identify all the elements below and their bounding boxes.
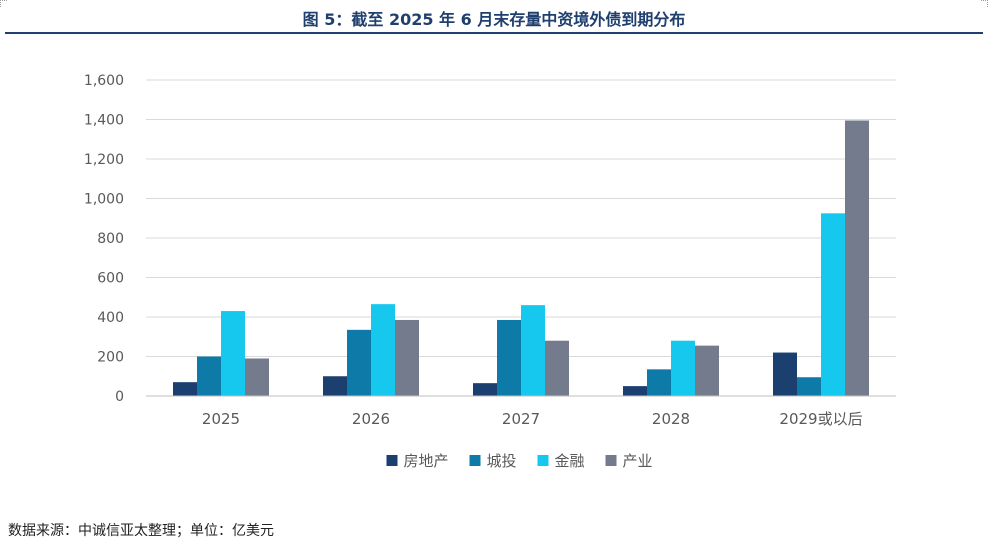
y-tick-label: 1,400 — [84, 113, 124, 129]
bar — [545, 340, 569, 396]
y-tick-label: 1,200 — [84, 152, 124, 168]
bar — [797, 377, 821, 396]
y-tick-label: 0 — [115, 389, 124, 405]
y-tick-label: 1,000 — [84, 192, 124, 208]
x-tick-label: 2026 — [352, 410, 390, 428]
legend-label: 金融 — [555, 452, 585, 470]
source-note: 数据来源：中诚信亚太整理；单位：亿美元 — [8, 523, 274, 539]
x-tick-label: 2028 — [652, 410, 690, 428]
legend-swatch — [537, 455, 549, 466]
bar — [821, 213, 845, 396]
x-tick-label: 2029或以后 — [779, 410, 862, 428]
bar — [845, 120, 869, 397]
title-underline — [5, 32, 983, 34]
bar — [695, 345, 719, 396]
bar — [647, 369, 671, 396]
y-tick-label: 400 — [97, 310, 124, 326]
bar — [323, 376, 347, 396]
y-tick-label: 800 — [97, 231, 124, 247]
y-tick-label: 200 — [97, 350, 124, 366]
bar — [197, 356, 221, 396]
bar — [347, 329, 371, 396]
y-tick-label: 600 — [97, 271, 124, 287]
bar-chart: 0 200 400 600 800 1,000 1,200 1,400 1,600 2025 202… — [84, 73, 896, 470]
bar — [245, 358, 269, 396]
bar — [497, 319, 521, 396]
legend-swatch — [386, 455, 398, 466]
legend-label: 产业 — [623, 452, 653, 470]
bar — [221, 311, 245, 396]
legend-swatch — [605, 455, 617, 466]
bar — [671, 340, 695, 396]
legend-label: 城投 — [487, 452, 517, 470]
bar — [773, 352, 797, 396]
bar — [395, 319, 419, 396]
bar — [173, 382, 197, 396]
x-tick-label: 2025 — [202, 410, 240, 428]
x-tick-label: 2027 — [502, 410, 540, 428]
legend-label: 房地产 — [404, 452, 449, 470]
bar — [473, 383, 497, 396]
bar — [371, 304, 395, 396]
y-tick-label: 1,600 — [84, 73, 124, 89]
legend-swatch — [469, 455, 481, 466]
corner-mark-left — [0, 0, 7, 7]
bar — [521, 305, 545, 396]
bar — [623, 386, 647, 396]
chart-title: 图 5：截至 2025 年 6 月末存量中资境外债到期分布 — [302, 10, 686, 29]
